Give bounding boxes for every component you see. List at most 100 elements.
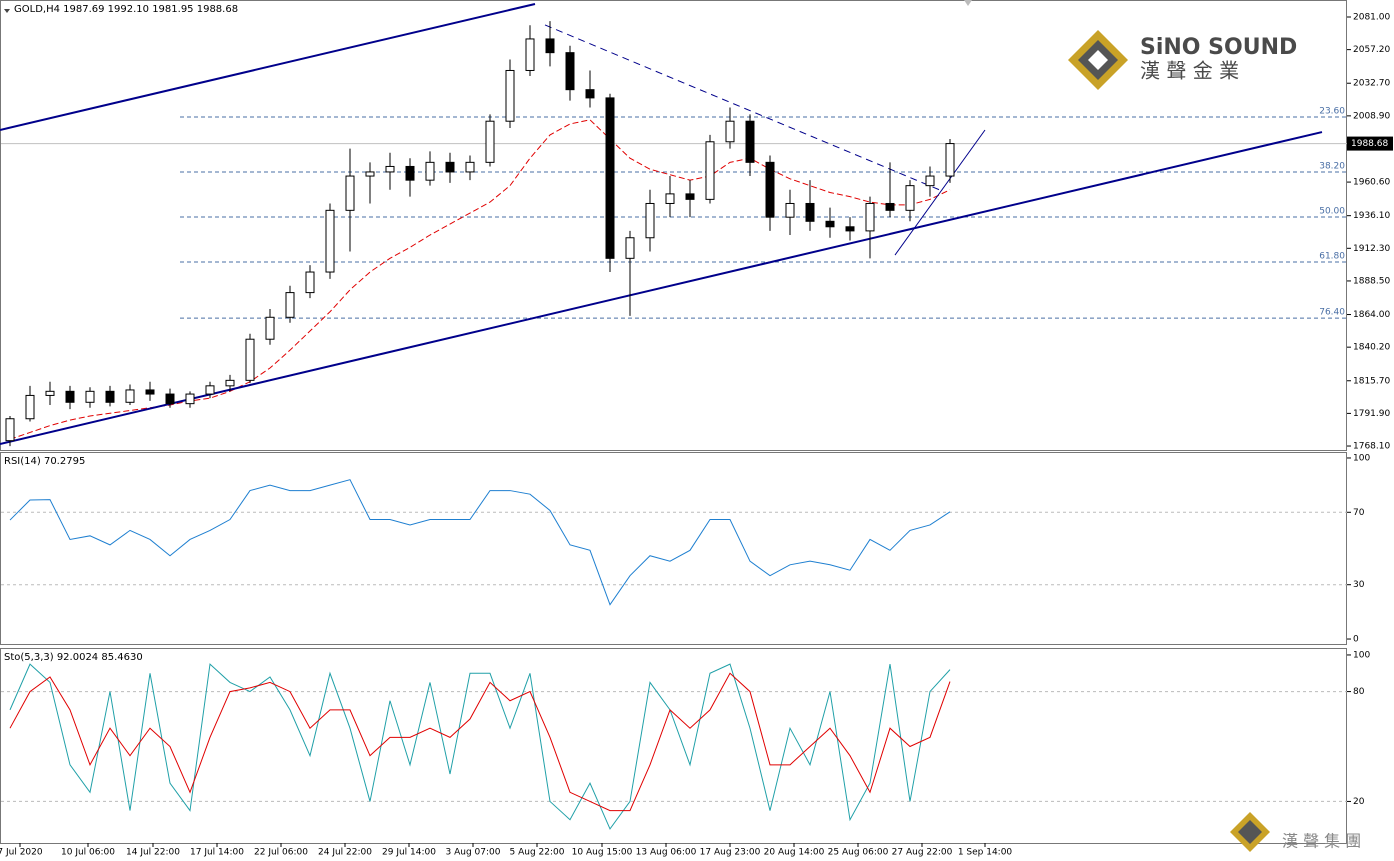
candle-body	[485, 120, 495, 163]
rsi-pane	[0, 452, 1347, 645]
candle-body	[145, 389, 155, 395]
candle-body	[745, 120, 755, 163]
candle-body	[465, 161, 475, 173]
y-tick-label: 20	[1353, 797, 1365, 807]
logo-chinese: 漢 聲 金 業	[1140, 59, 1239, 83]
x-tick-label: 17 Jul 14:00	[190, 848, 244, 858]
candle-body	[885, 202, 895, 211]
line-series	[9, 479, 951, 606]
candle-body	[285, 292, 295, 318]
candle-body	[165, 393, 175, 405]
candle-body	[425, 161, 435, 181]
y-tick-label: 30	[1353, 580, 1365, 590]
y-tick-label: 1960.60	[1353, 178, 1390, 188]
y-tick-label: 2081.00	[1353, 13, 1390, 23]
logo-diamond	[1088, 50, 1108, 70]
candle-body	[925, 175, 935, 187]
x-tick-label: 27 Aug 22:00	[892, 848, 953, 858]
candle-body	[5, 418, 15, 442]
candle-body	[585, 89, 595, 99]
y-tick-label: 100	[1353, 650, 1370, 660]
candle-body	[685, 193, 695, 200]
x-tick-label: 29 Jul 14:00	[382, 848, 436, 858]
candle-body	[45, 390, 55, 396]
x-tick-label: 5 Aug 22:00	[510, 848, 565, 858]
x-tick-label: 22 Jul 06:00	[254, 848, 308, 858]
candle-body	[405, 165, 415, 181]
candle-body	[125, 389, 135, 403]
main-pane	[0, 0, 1347, 451]
candle-body	[945, 143, 955, 177]
candle-body	[265, 316, 275, 340]
candle-body	[505, 69, 515, 122]
candle-body	[445, 161, 455, 173]
candle-body	[805, 202, 815, 222]
candle-body	[105, 390, 115, 403]
x-tick-label: 1 Sep 14:00	[958, 848, 1013, 858]
y-tick-label: 1936.10	[1353, 211, 1390, 221]
y-tick-label: 0	[1353, 635, 1359, 645]
fib-label: 50.00	[1319, 207, 1345, 217]
fib-label: 23.60	[1319, 106, 1345, 116]
candle-body	[305, 271, 315, 294]
y-tick-label: 2057.20	[1353, 45, 1390, 55]
candle-body	[225, 379, 235, 387]
candle-body	[565, 52, 575, 91]
logo: SiNO SOUND 漢 聲 金 業	[1068, 30, 1297, 90]
line-series	[9, 663, 951, 830]
y-tick-label: 100	[1353, 453, 1370, 463]
y-tick-label: 80	[1353, 687, 1365, 697]
x-tick-label: 25 Aug 06:00	[828, 848, 889, 858]
candle-body	[625, 237, 635, 259]
candle-body	[325, 209, 335, 273]
y-tick-label: 1791.90	[1353, 409, 1390, 419]
y-tick-label: 1768.10	[1353, 442, 1390, 452]
line-series	[9, 672, 951, 812]
x-tick-label: 14 Jul 22:00	[126, 848, 180, 858]
x-tick-label: 7 Jul 2020	[0, 848, 43, 858]
y-tick-label: 70	[1353, 508, 1365, 518]
pane-title: GOLD,H4 1987.69 1992.10 1981.95 1988.68	[14, 4, 238, 15]
x-tick-label: 24 Jul 22:00	[318, 848, 372, 858]
watermark-diamond	[1238, 820, 1262, 844]
last-price-box	[1347, 136, 1393, 151]
candle-body	[785, 202, 795, 218]
y-tick-label: 1815.70	[1353, 376, 1390, 386]
x-tick-label: 3 Aug 07:00	[446, 848, 501, 858]
candle-body	[665, 193, 675, 204]
candle-body	[185, 393, 195, 405]
candle-body	[865, 202, 875, 232]
trendline	[0, 3, 536, 131]
watermark: 漢 聲 集 團	[1230, 812, 1361, 852]
x-tick-label: 17 Aug 23:00	[700, 848, 761, 858]
candle-body	[345, 175, 355, 211]
pane-title: Sto(5,3,3) 92.0024 85.4630	[4, 652, 143, 663]
trendline	[894, 129, 986, 256]
candle-body	[85, 390, 95, 403]
candle-body	[905, 185, 915, 211]
y-tick-label: 1912.30	[1353, 244, 1390, 254]
fib-label: 76.40	[1319, 308, 1345, 318]
x-tick-label: 20 Aug 14:00	[764, 848, 825, 858]
y-tick-label: 2032.70	[1353, 79, 1390, 89]
candle-body	[645, 202, 655, 239]
menu-arrow	[4, 9, 10, 13]
candle-body	[385, 165, 395, 173]
shift-marker	[964, 0, 972, 6]
pane-title: RSI(14) 70.2795	[4, 456, 85, 467]
y-tick-label: 2008.90	[1353, 111, 1390, 121]
y-tick-label: 1840.20	[1353, 343, 1390, 353]
logo-name: SiNO SOUND	[1140, 35, 1297, 60]
candle-body	[725, 120, 735, 143]
candle-body	[605, 97, 615, 259]
last-price-label: 1988.68	[1351, 139, 1388, 149]
x-tick-label: 13 Aug 06:00	[636, 848, 697, 858]
candle-body	[765, 161, 775, 218]
trendline	[0, 131, 1323, 445]
watermark-text: 漢 聲 集 團	[1282, 832, 1361, 851]
candle-body	[365, 171, 375, 177]
fib-label: 38.20	[1319, 161, 1345, 171]
candle-body	[845, 226, 855, 232]
candle-body	[825, 220, 835, 228]
